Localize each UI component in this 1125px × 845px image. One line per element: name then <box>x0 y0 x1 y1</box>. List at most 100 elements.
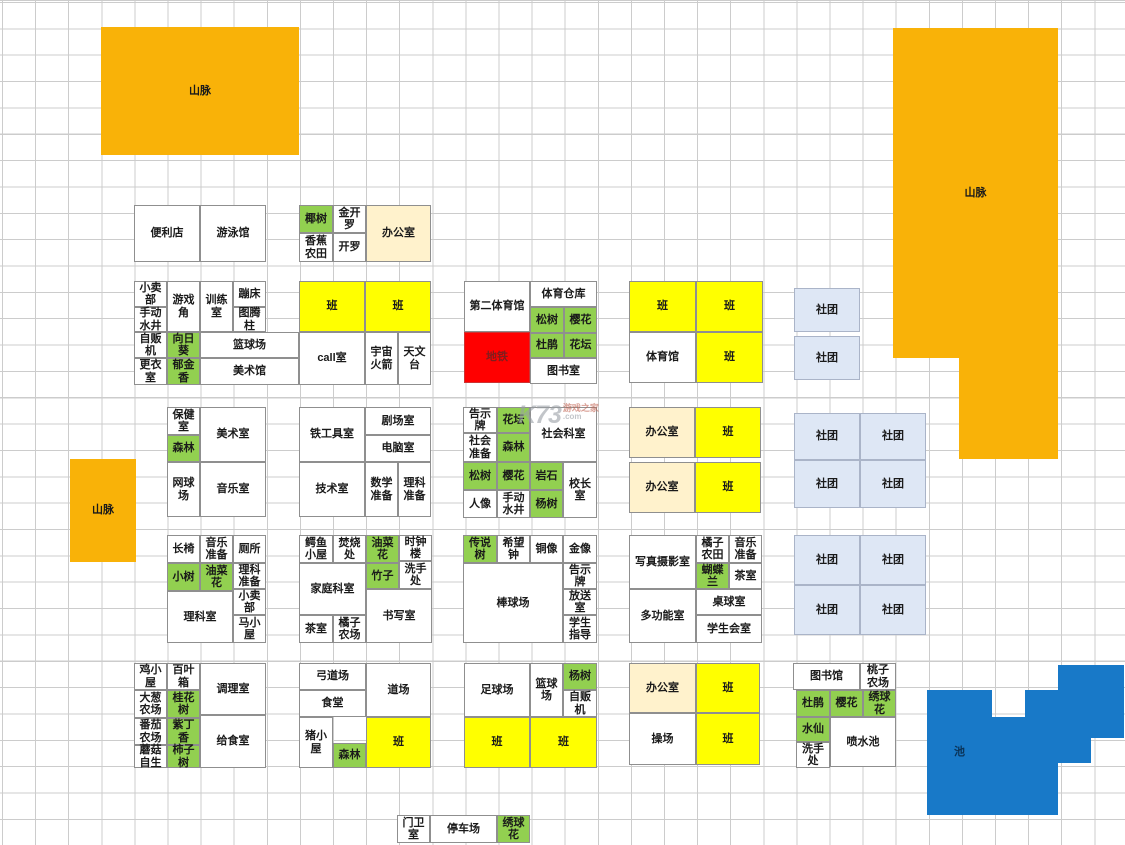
map-cell-room: 便利店 <box>134 205 200 262</box>
map-cell-room: 厕所 <box>233 535 266 563</box>
map-cell-label: 班 <box>722 426 734 439</box>
map-cell-room: 自贩机 <box>563 690 597 717</box>
map-cell-room: 网球场 <box>167 462 200 517</box>
map-cell-label: 理科准备 <box>403 477 426 502</box>
map-cell-plant: 郁金香 <box>167 358 200 385</box>
map-cell-label: 桌球室 <box>712 595 746 608</box>
map-cell-plant: 杨树 <box>563 663 597 690</box>
map-cell-label: 社团 <box>882 477 904 490</box>
map-cell-label: 美术室 <box>216 428 250 441</box>
map-cell-label: 橘子农田 <box>701 536 724 561</box>
map-cell-room: 门卫室 <box>397 815 430 843</box>
map-cell-label: 水仙 <box>802 723 824 736</box>
map-cell-pond <box>1058 665 1124 738</box>
map-cell-label: 社团 <box>882 603 904 616</box>
map-cell-label: 图书室 <box>547 364 580 377</box>
map-cell-class: 班 <box>530 717 597 768</box>
map-cell-office: 办公室 <box>629 462 695 513</box>
map-cell-room: 数学准备 <box>365 462 398 517</box>
map-cell-room: 停车场 <box>430 815 497 843</box>
map-cell-plant: 松树 <box>530 307 564 333</box>
map-cell-plant: 蝴蝶兰 <box>696 563 729 589</box>
map-cell-label: 班 <box>722 481 734 494</box>
map-cell-label: 樱花 <box>835 697 858 710</box>
map-cell-room: 给食室 <box>200 715 266 768</box>
map-cell-class: 班 <box>695 462 761 513</box>
map-cell-label: 告示牌 <box>569 563 591 588</box>
map-cell-plant: 小树 <box>167 563 200 591</box>
map-cell-label: 给食室 <box>216 735 250 748</box>
map-cell-room: 美术馆 <box>200 358 299 385</box>
map-cell-label: 学生指导 <box>569 616 591 641</box>
map-cell-label: 开罗 <box>338 241 361 254</box>
map-cell-label: 向日葵 <box>172 332 195 357</box>
map-cell-room: 理科准备 <box>233 563 266 589</box>
map-cell-label: 放送室 <box>569 589 591 614</box>
map-cell-room: 社会科室 <box>530 407 597 462</box>
map-cell-room: 自贩机 <box>134 332 167 358</box>
map-cell-room: 学生会室 <box>696 615 762 643</box>
map-cell-label: 游泳馆 <box>216 227 250 240</box>
map-cell-label: 山脉 <box>92 504 114 517</box>
map-cell-club: 社团 <box>794 288 860 332</box>
map-cell-room: 游戏角 <box>167 281 200 332</box>
map-cell-label: 松树 <box>536 313 558 326</box>
map-cell-mountain <box>959 358 1058 459</box>
map-cell-label: 图书馆 <box>810 670 843 683</box>
map-cell-mountain: 山脉 <box>70 459 136 562</box>
map-cell-label: 电脑室 <box>381 442 415 455</box>
map-cell-label: 橘子农场 <box>338 616 361 641</box>
map-cell-label: 网球场 <box>172 477 195 502</box>
map-cell-room: 茶室 <box>729 563 762 589</box>
map-cell-label: 小卖部 <box>238 589 261 614</box>
map-cell-office: 办公室 <box>629 407 695 458</box>
map-cell-label: 棒球场 <box>496 596 530 609</box>
map-cell-room: 理科室 <box>167 591 233 643</box>
map-cell-label: 社团 <box>816 303 838 316</box>
map-cell-label: 油菜花 <box>371 536 394 561</box>
map-cell-label: 花坛 <box>569 339 592 352</box>
map-cell-label: 小卖部 <box>139 281 162 306</box>
map-cell-label: 班 <box>392 300 404 313</box>
map-cell-room: 训练室 <box>200 281 233 332</box>
map-cell-label: 班 <box>722 681 734 694</box>
map-cell-club: 社团 <box>860 535 926 585</box>
map-cell-club: 社团 <box>794 336 860 380</box>
map-cell-room: 体育仓库 <box>530 281 597 307</box>
map-cell-label: 绣球花 <box>868 691 891 716</box>
map-cell-pond <box>1058 738 1091 763</box>
map-cell-label: 竹子 <box>371 569 394 582</box>
map-cell-plant: 紫丁香 <box>167 718 200 745</box>
map-cell-room: 桌球室 <box>696 589 762 615</box>
map-cell-label: 宇宙火箭 <box>370 346 393 371</box>
map-cell-room: 理科准备 <box>398 462 431 517</box>
map-cell-label: 天文台 <box>403 346 426 371</box>
map-cell-label: 社会准备 <box>469 435 491 460</box>
map-cell-plant: 杜鹃 <box>796 690 830 717</box>
map-cell-room: 长椅 <box>167 535 200 563</box>
map-cell-label: 松树 <box>469 469 491 482</box>
map-cell-label: 茶室 <box>734 569 757 582</box>
map-cell-label: 椰树 <box>305 212 327 225</box>
map-cell-club: 社团 <box>794 413 860 460</box>
map-cell-label: 花坛 <box>502 413 525 426</box>
map-cell-club: 社团 <box>860 460 926 508</box>
map-cell-room: 茶室 <box>299 615 333 643</box>
map-cell-pond <box>992 717 1058 815</box>
map-cell-label: 图腾柱 <box>238 307 261 332</box>
map-cell-plant: 松树 <box>463 462 497 490</box>
map-cell-label: 手动水井 <box>139 307 162 332</box>
map-cell-label: 操场 <box>651 732 674 745</box>
map-cell-room: 铜像 <box>530 535 563 563</box>
map-cell-label: 体育仓库 <box>541 287 586 300</box>
map-cell-room: 道场 <box>366 663 431 717</box>
map-cell-room: 校长室 <box>563 462 597 518</box>
map-cell-room: 音乐准备 <box>729 535 762 563</box>
map-cell-club: 社团 <box>860 585 926 635</box>
map-cell-office: 办公室 <box>366 205 431 262</box>
map-cell-room: 马小屋 <box>233 615 266 643</box>
map-cell-room: 美术室 <box>200 407 266 462</box>
map-cell-class: 班 <box>464 717 530 768</box>
map-cell-room: 人像 <box>463 490 497 518</box>
map-cell-class: 班 <box>696 713 760 765</box>
